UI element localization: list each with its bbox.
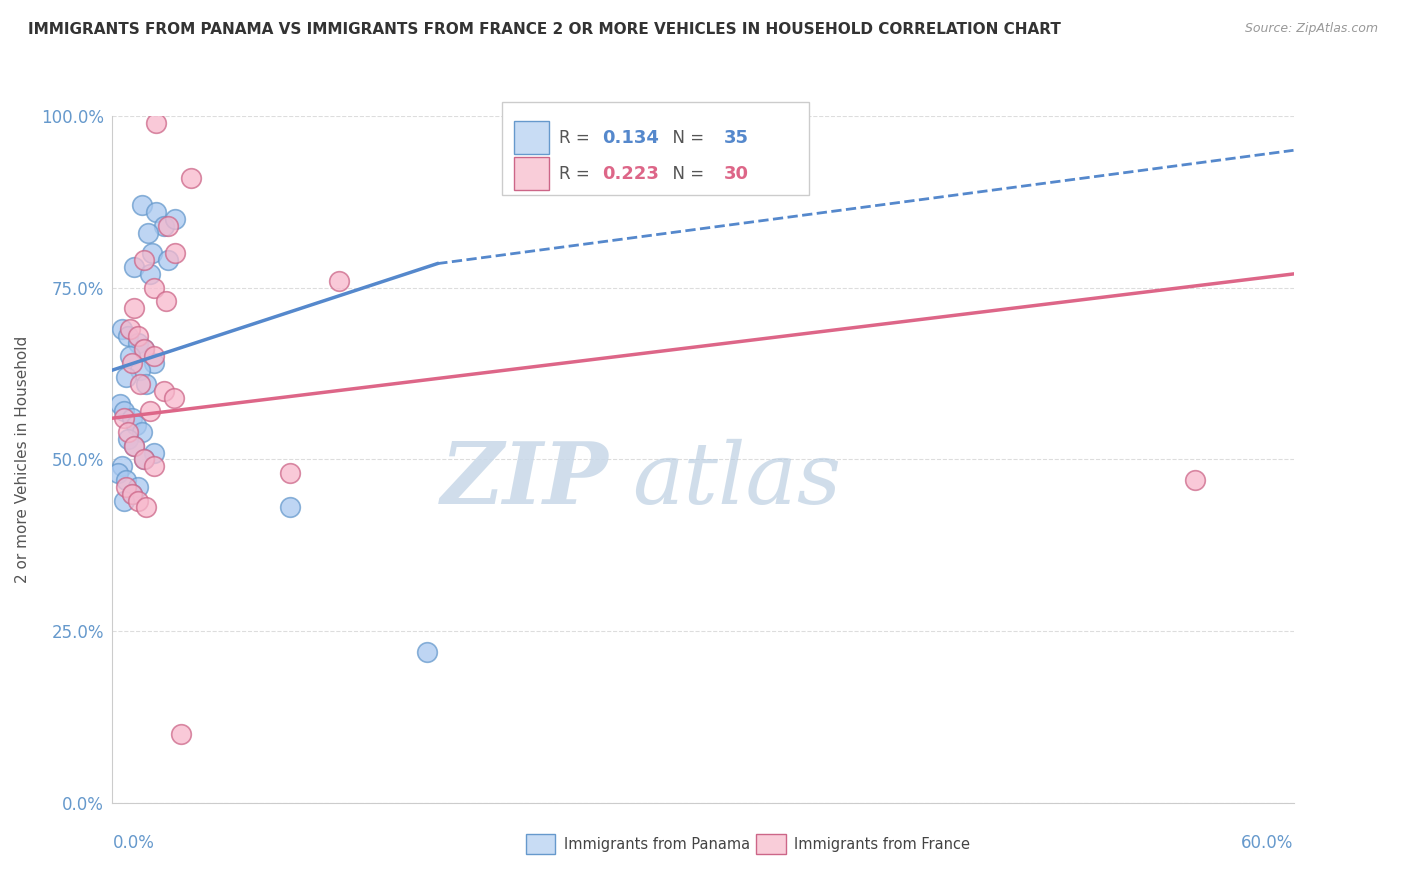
Text: Immigrants from Panama: Immigrants from Panama bbox=[564, 837, 749, 852]
Point bbox=[129, 376, 152, 391]
Point bbox=[132, 343, 155, 357]
Point bbox=[328, 274, 350, 288]
FancyBboxPatch shape bbox=[515, 157, 550, 190]
Text: 60.0%: 60.0% bbox=[1241, 834, 1294, 852]
FancyBboxPatch shape bbox=[526, 834, 555, 855]
Point bbox=[132, 343, 155, 357]
Point bbox=[120, 322, 142, 336]
Point bbox=[121, 487, 143, 501]
Point bbox=[162, 391, 184, 405]
Point bbox=[112, 493, 135, 508]
Text: R =: R = bbox=[560, 128, 595, 146]
Point bbox=[129, 363, 152, 377]
Point bbox=[127, 480, 149, 494]
Point bbox=[278, 500, 301, 515]
Point bbox=[139, 404, 162, 418]
Point bbox=[165, 212, 187, 227]
Point bbox=[156, 219, 179, 233]
Text: 30: 30 bbox=[724, 165, 749, 183]
Point bbox=[155, 294, 177, 309]
Point bbox=[122, 439, 145, 453]
Point bbox=[110, 397, 132, 411]
Point bbox=[122, 260, 145, 274]
Point bbox=[142, 350, 165, 364]
FancyBboxPatch shape bbox=[502, 103, 810, 195]
Point bbox=[107, 466, 129, 480]
Point bbox=[141, 246, 163, 260]
Point bbox=[135, 500, 157, 515]
Point bbox=[122, 439, 145, 453]
Text: 0.0%: 0.0% bbox=[112, 834, 155, 852]
Point bbox=[127, 493, 149, 508]
Point bbox=[127, 328, 149, 343]
Point bbox=[117, 425, 139, 439]
Point bbox=[142, 356, 165, 370]
Point bbox=[112, 404, 135, 418]
Text: Source: ZipAtlas.com: Source: ZipAtlas.com bbox=[1244, 22, 1378, 36]
Text: 35: 35 bbox=[724, 128, 749, 146]
Point bbox=[131, 198, 153, 212]
Point bbox=[121, 356, 143, 370]
Point bbox=[142, 459, 165, 474]
Point bbox=[165, 246, 187, 260]
Point bbox=[416, 645, 439, 659]
Text: IMMIGRANTS FROM PANAMA VS IMMIGRANTS FROM FRANCE 2 OR MORE VEHICLES IN HOUSEHOLD: IMMIGRANTS FROM PANAMA VS IMMIGRANTS FRO… bbox=[28, 22, 1062, 37]
Point bbox=[180, 170, 202, 185]
Point bbox=[125, 417, 148, 433]
Point bbox=[121, 487, 143, 501]
Point bbox=[117, 432, 139, 446]
Point bbox=[152, 219, 174, 233]
Text: N =: N = bbox=[662, 165, 709, 183]
Point bbox=[170, 727, 193, 741]
FancyBboxPatch shape bbox=[515, 121, 550, 154]
Text: 0.134: 0.134 bbox=[603, 128, 659, 146]
Point bbox=[112, 411, 135, 425]
Point bbox=[145, 205, 167, 219]
Text: 0.223: 0.223 bbox=[603, 165, 659, 183]
Point bbox=[139, 267, 162, 281]
Point bbox=[278, 466, 301, 480]
Point bbox=[142, 445, 165, 459]
Text: N =: N = bbox=[662, 128, 709, 146]
Point bbox=[115, 473, 138, 487]
Point bbox=[156, 253, 179, 268]
Text: Immigrants from France: Immigrants from France bbox=[794, 837, 970, 852]
Point bbox=[121, 411, 143, 425]
Y-axis label: 2 or more Vehicles in Household: 2 or more Vehicles in Household bbox=[15, 335, 30, 583]
Point bbox=[127, 335, 149, 350]
FancyBboxPatch shape bbox=[756, 834, 786, 855]
Point bbox=[142, 280, 165, 294]
Point bbox=[115, 370, 138, 384]
Point bbox=[111, 322, 134, 336]
Text: ZIP: ZIP bbox=[440, 438, 609, 522]
Point bbox=[111, 459, 134, 474]
Point bbox=[145, 116, 167, 130]
Point bbox=[131, 425, 153, 439]
Point bbox=[132, 452, 155, 467]
Text: R =: R = bbox=[560, 165, 595, 183]
Point bbox=[115, 480, 138, 494]
Point bbox=[117, 328, 139, 343]
Point bbox=[120, 350, 142, 364]
Point bbox=[135, 376, 157, 391]
Text: atlas: atlas bbox=[633, 439, 841, 521]
Point bbox=[132, 253, 155, 268]
Point bbox=[122, 301, 145, 316]
Point bbox=[132, 452, 155, 467]
Point bbox=[152, 384, 174, 398]
Point bbox=[136, 226, 159, 240]
Point bbox=[1184, 473, 1206, 487]
